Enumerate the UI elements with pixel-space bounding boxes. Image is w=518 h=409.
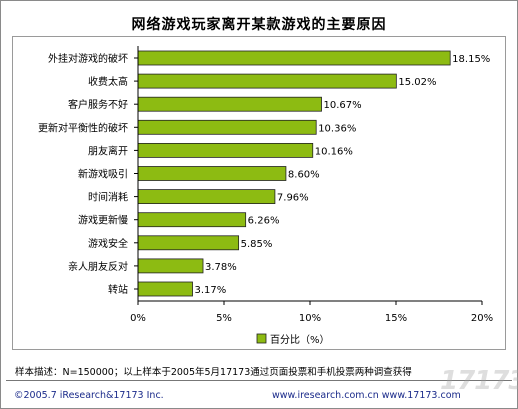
value-label: 10.36%: [318, 123, 356, 134]
x-tick-label: 0%: [130, 313, 146, 324]
category-label: 游戏安全: [88, 237, 128, 250]
value-label: 8.60%: [288, 170, 320, 181]
category-label: 朋友离开: [88, 144, 128, 157]
category-label: 新游戏吸引: [78, 168, 128, 181]
x-tick-label: 20%: [471, 313, 493, 324]
value-label: 3.78%: [205, 262, 237, 273]
bar: [137, 96, 322, 112]
category-label: 游戏更新慢: [78, 214, 128, 227]
chart-title: 网络游戏玩家离开某款游戏的主要原因: [131, 17, 387, 33]
value-label: 5.85%: [241, 239, 273, 250]
category-label: 客户服务不好: [68, 98, 128, 111]
bar: [137, 119, 317, 135]
category-label: 时间消耗: [88, 191, 128, 204]
x-tick-label: 15%: [385, 313, 407, 324]
sample-note: 样本描述：N=150000；以上样本于2005年5月17173通过页面投票和手机…: [15, 367, 412, 378]
value-label: 15.02%: [398, 77, 436, 88]
category-label: 更新对平衡性的破坏: [38, 121, 128, 134]
bar: [137, 212, 247, 228]
x-tick-label: 10%: [299, 313, 321, 324]
value-label: 7.96%: [277, 193, 309, 204]
bar: [137, 142, 314, 158]
bar: [137, 50, 451, 66]
legend-label: 百分比（%）: [270, 334, 330, 346]
bar: [137, 258, 204, 274]
value-label: 10.67%: [324, 100, 362, 111]
watermark-logo: 17173: [440, 366, 518, 396]
x-tick-label: 5%: [216, 313, 232, 324]
category-label: 亲人朋友反对: [68, 260, 128, 273]
bar: [137, 281, 193, 297]
category-label: 外挂对游戏的破坏: [48, 52, 128, 65]
bar: [137, 73, 397, 89]
copyright-text: ©2005.7 iResearch&17173 Inc.: [14, 390, 164, 401]
value-label: 3.17%: [195, 285, 227, 296]
category-label: 转站: [108, 283, 128, 296]
footer-divider: [6, 380, 512, 381]
value-label: 6.26%: [248, 216, 280, 227]
bar: [137, 166, 287, 181]
website-links: www.iresearch.com.cn www.17173.com: [272, 390, 461, 401]
plot-border: [12, 36, 506, 350]
bar: [137, 235, 240, 251]
legend-swatch: [256, 333, 267, 344]
category-label: 收费太高: [88, 75, 128, 88]
value-label: 10.16%: [315, 146, 353, 157]
bar: [137, 189, 276, 205]
value-label: 18.15%: [452, 54, 490, 65]
